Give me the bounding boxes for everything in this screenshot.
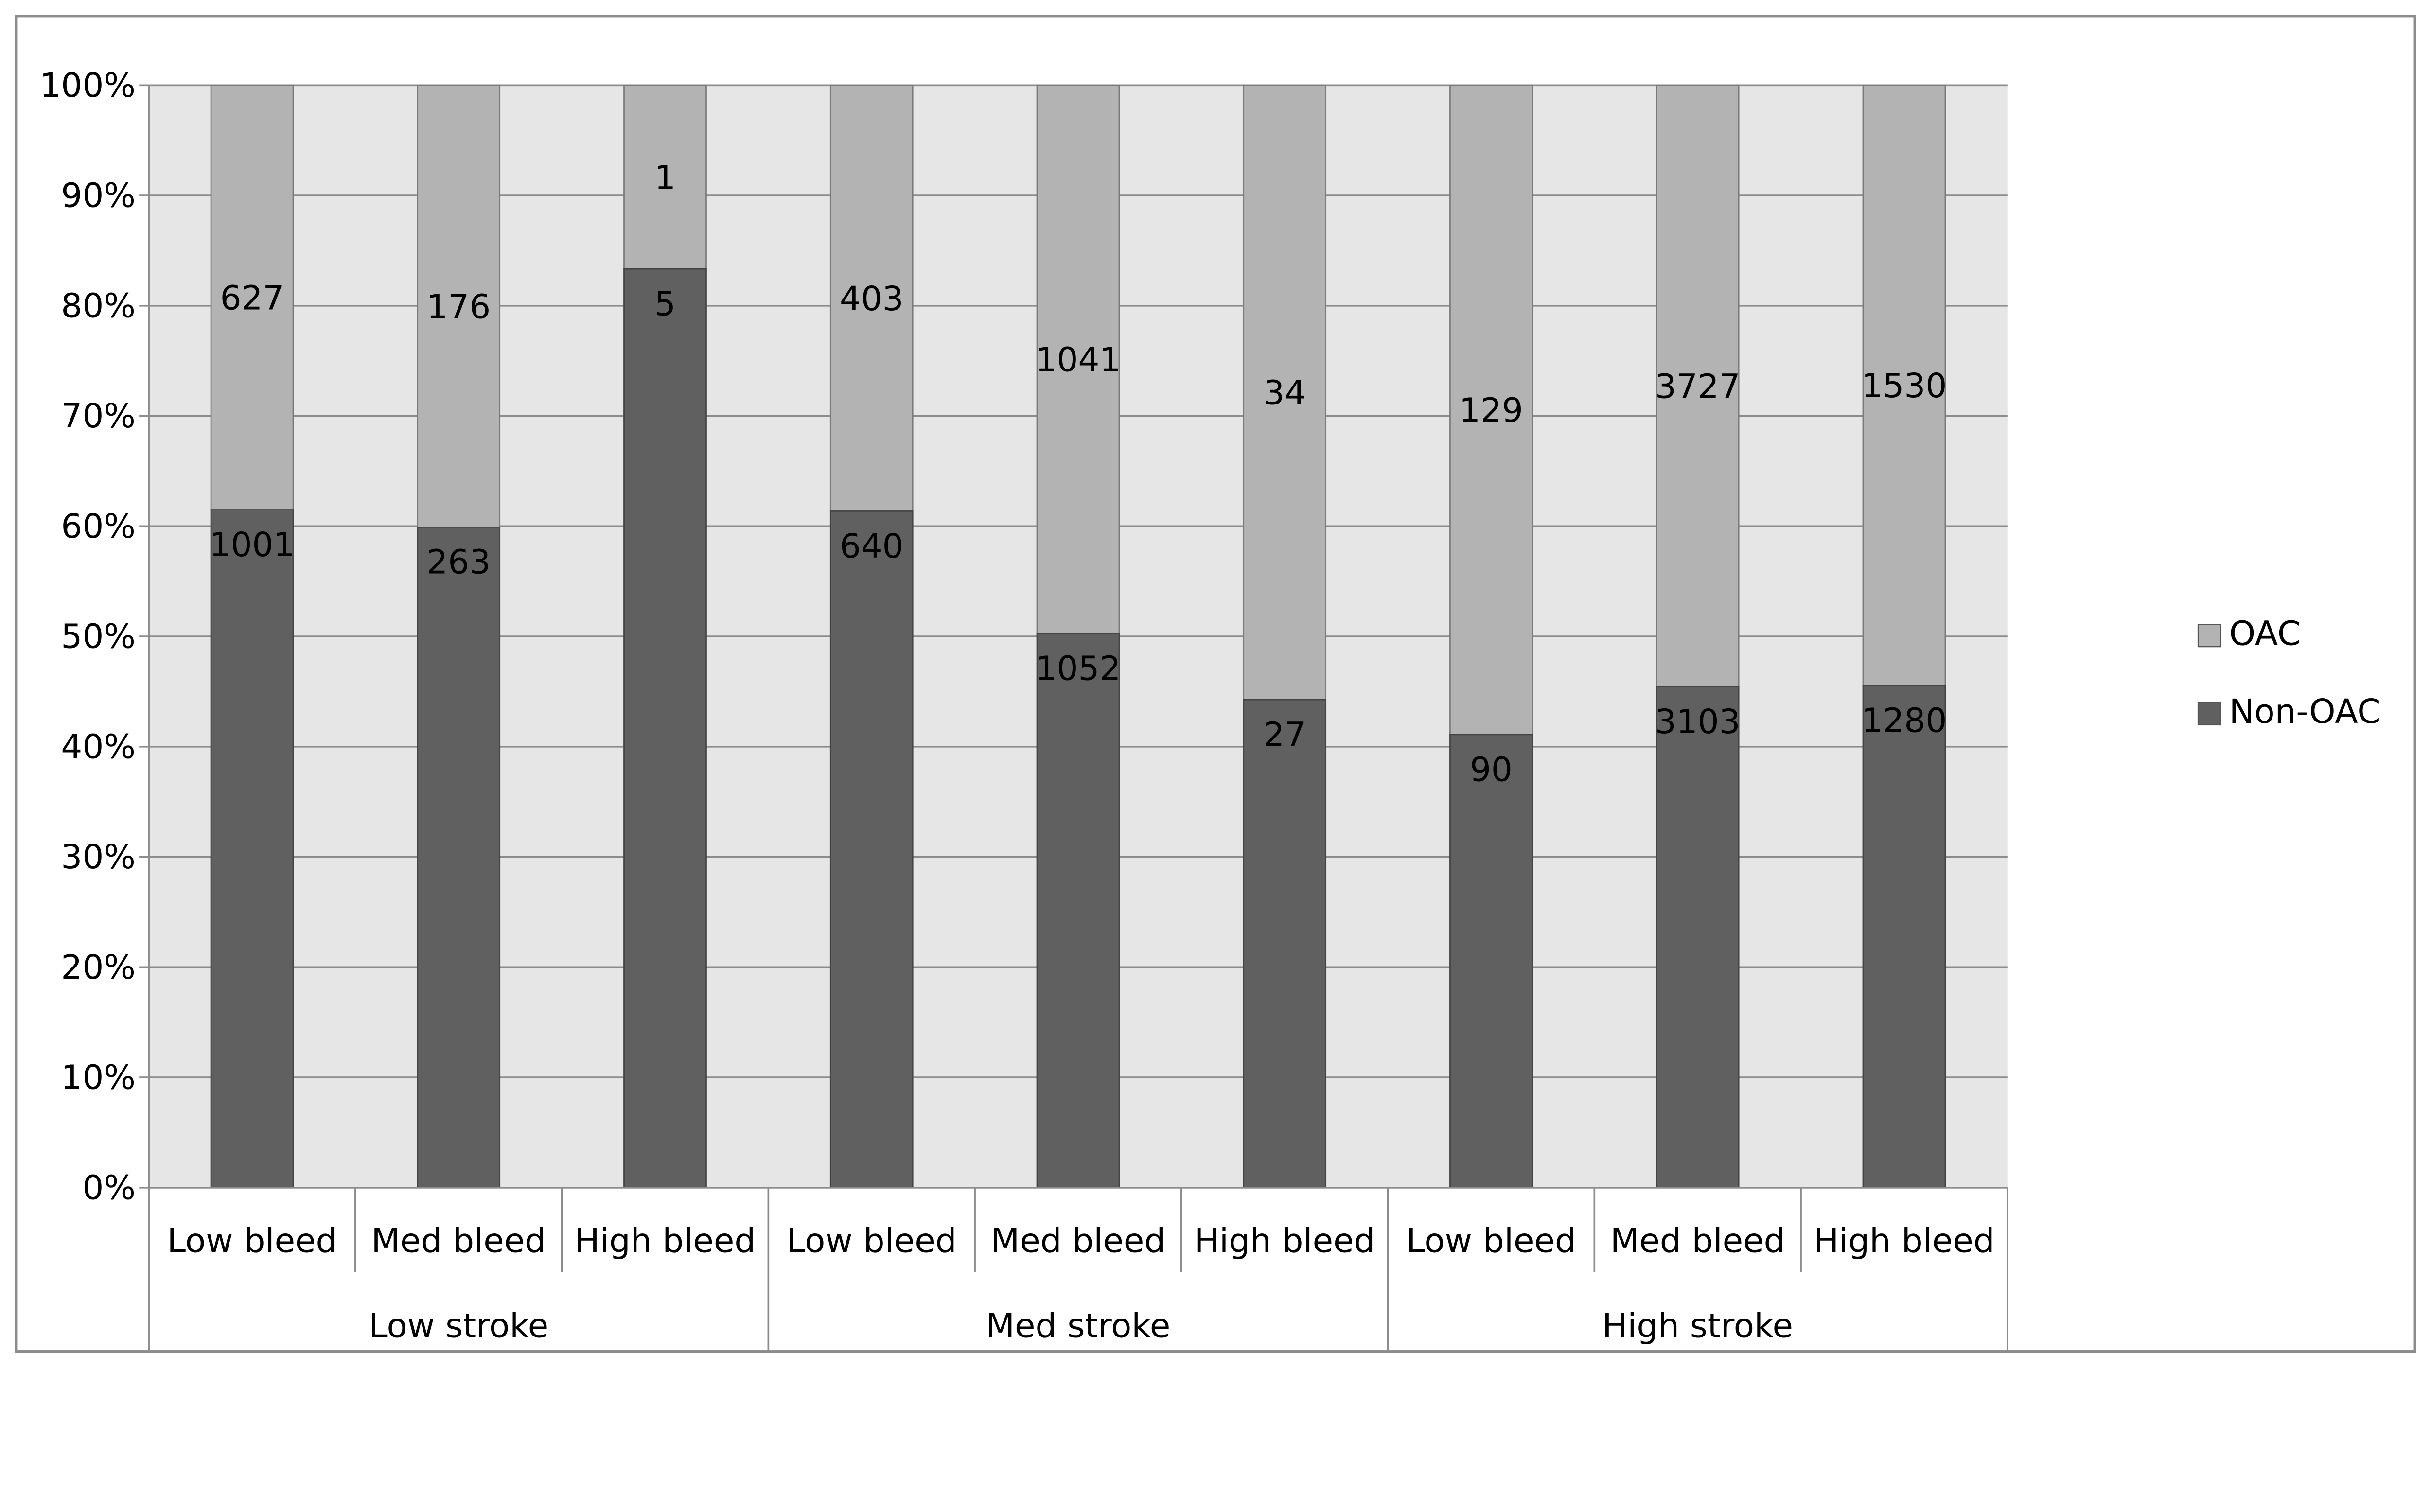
data-label-oac: 1530	[1862, 367, 1947, 405]
bar-non-oac	[829, 510, 914, 1189]
bar-oac	[1036, 84, 1120, 634]
x-category-label: High bleed	[1194, 1221, 1375, 1260]
data-label-oac: 403	[840, 280, 904, 318]
data-label-non-oac: 640	[840, 527, 904, 566]
legend-swatch	[2197, 624, 2221, 648]
x-category-label: High bleed	[1814, 1221, 1994, 1260]
y-tick-label: 60%	[61, 507, 135, 546]
stacked-bar-chart: 0% 10% 20% 30% 40% 50% 60% 70% 80% 90% 100% 627 1001…	[14, 14, 2416, 1353]
x-category-label: Low bleed	[787, 1221, 957, 1260]
data-label-oac: 627	[220, 279, 284, 317]
y-tick-label: 30%	[61, 838, 135, 877]
bar-non-oac	[210, 509, 294, 1189]
x-category-label: Med bleed	[371, 1221, 546, 1260]
data-label-non-oac: 90	[1470, 750, 1513, 789]
data-label-oac: 34	[1263, 374, 1306, 413]
bar-non-oac	[1656, 686, 1740, 1189]
bar-non-oac	[417, 527, 501, 1189]
y-tick-label: 20%	[61, 948, 135, 987]
x-category-label: Med bleed	[1610, 1221, 1785, 1260]
data-label-non-oac: 1001	[210, 526, 295, 564]
y-tick-label: 50%	[61, 617, 135, 656]
data-label-oac: 1	[654, 158, 676, 197]
y-tick-label: 90%	[61, 176, 135, 215]
x-category-label: Med bleed	[991, 1221, 1166, 1260]
y-tick-label: 10%	[61, 1058, 135, 1097]
data-label-oac: 176	[426, 287, 491, 326]
x-group-label: High stroke	[1602, 1307, 1793, 1346]
bar-non-oac	[1243, 699, 1327, 1189]
data-label-non-oac: 5	[654, 285, 676, 324]
bar-non-oac	[1862, 685, 1946, 1189]
data-label-non-oac: 1052	[1036, 649, 1121, 688]
bar-oac	[1656, 84, 1740, 687]
bar-oac	[210, 84, 294, 510]
x-group-label: Med stroke	[986, 1307, 1171, 1346]
bar-non-oac	[1036, 633, 1120, 1189]
data-label-oac: 1041	[1036, 341, 1121, 380]
x-category-label: High bleed	[575, 1221, 756, 1260]
legend-label: Non-OAC	[2229, 692, 2381, 731]
bar-non-oac	[1449, 734, 1533, 1189]
bar-oac	[1449, 84, 1533, 736]
data-label-non-oac: 27	[1263, 716, 1306, 755]
data-label-oac: 3727	[1655, 368, 1741, 406]
y-tick-label: 70%	[61, 397, 135, 436]
bar-oac	[623, 84, 707, 270]
bar-non-oac	[623, 268, 707, 1189]
x-group-label: Low stroke	[369, 1307, 548, 1346]
data-label-non-oac: 1280	[1862, 701, 1947, 740]
y-tick-label: 80%	[61, 286, 135, 325]
y-tick-label: 40%	[61, 727, 135, 766]
bar-oac	[1862, 84, 1946, 686]
data-label-oac: 129	[1459, 391, 1523, 430]
y-tick-label: 100%	[40, 66, 136, 105]
x-category-label: Low bleed	[167, 1221, 337, 1260]
x-category-label: Low bleed	[1406, 1221, 1576, 1260]
legend-label: OAC	[2229, 614, 2301, 653]
data-label-non-oac: 3103	[1655, 703, 1741, 741]
legend-swatch	[2197, 702, 2221, 726]
data-label-non-oac: 263	[426, 543, 491, 582]
y-tick-label: 0%	[82, 1168, 136, 1207]
